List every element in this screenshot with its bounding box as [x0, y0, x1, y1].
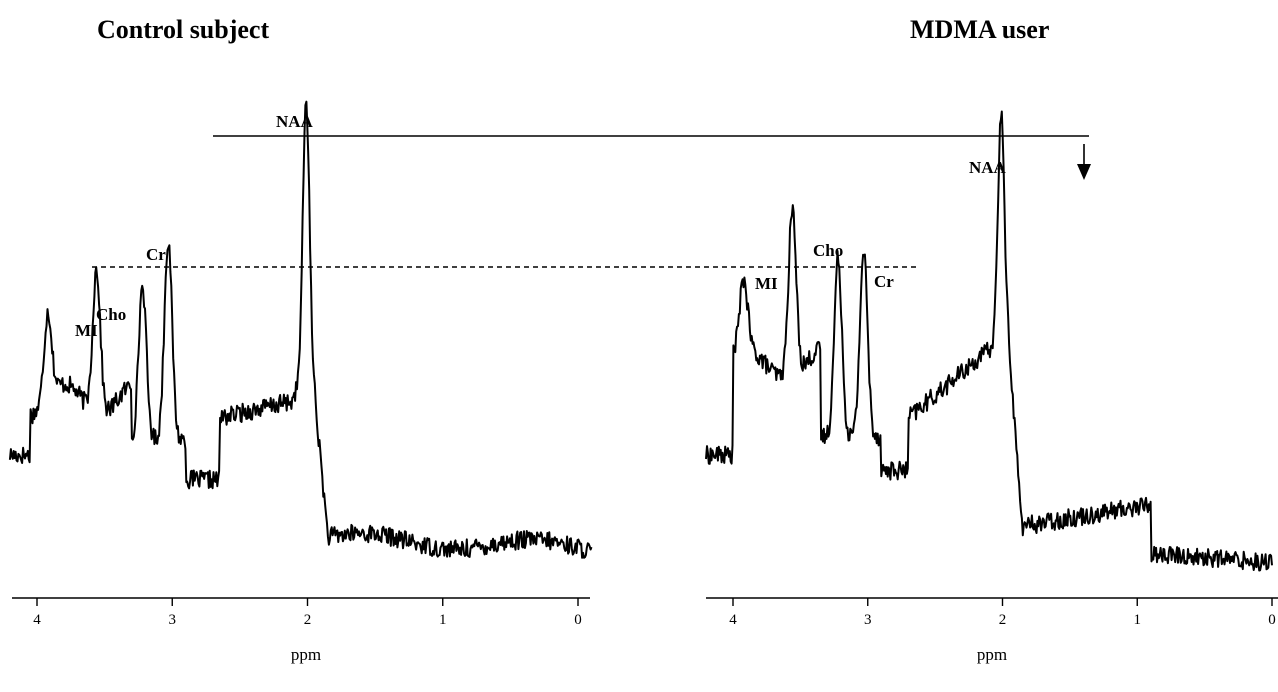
peak-label-cho-mdma: Cho — [813, 241, 843, 260]
peak-label-naa-mdma: NAA — [969, 158, 1007, 177]
x-ticks-control: 4 3 2 1 0 — [33, 598, 582, 628]
x-axis-label-control: ppm — [291, 645, 321, 664]
title-control: Control subject — [97, 15, 269, 44]
x-tick-label: 2 — [304, 612, 312, 628]
peak-label-cr-control: Cr — [146, 245, 166, 264]
x-ticks-mdma: 4 3 2 1 0 — [729, 598, 1276, 628]
peak-label-cho-control: Cho — [96, 305, 126, 324]
peak-label-cr-mdma: Cr — [874, 272, 894, 291]
x-tick-label: 3 — [864, 612, 872, 628]
spectrum-trace-control — [8, 100, 593, 559]
title-mdma: MDMA user — [910, 15, 1049, 44]
spectrum-trace-mdma — [705, 110, 1273, 572]
peak-label-mi-control: MI — [75, 321, 98, 340]
x-tick-label: 3 — [169, 612, 177, 628]
x-tick-label: 1 — [439, 612, 447, 628]
x-tick-label: 1 — [1134, 612, 1142, 628]
x-tick-label: 4 — [729, 612, 737, 628]
x-tick-label: 0 — [574, 612, 582, 628]
x-tick-label: 4 — [33, 612, 41, 628]
arrow-down-icon — [1077, 164, 1091, 180]
peak-label-naa-control: NAA — [276, 112, 314, 131]
x-tick-label: 2 — [999, 612, 1007, 628]
x-axis-label-mdma: ppm — [977, 645, 1007, 664]
x-tick-label: 0 — [1268, 612, 1276, 628]
peak-label-mi-mdma: MI — [755, 274, 778, 293]
